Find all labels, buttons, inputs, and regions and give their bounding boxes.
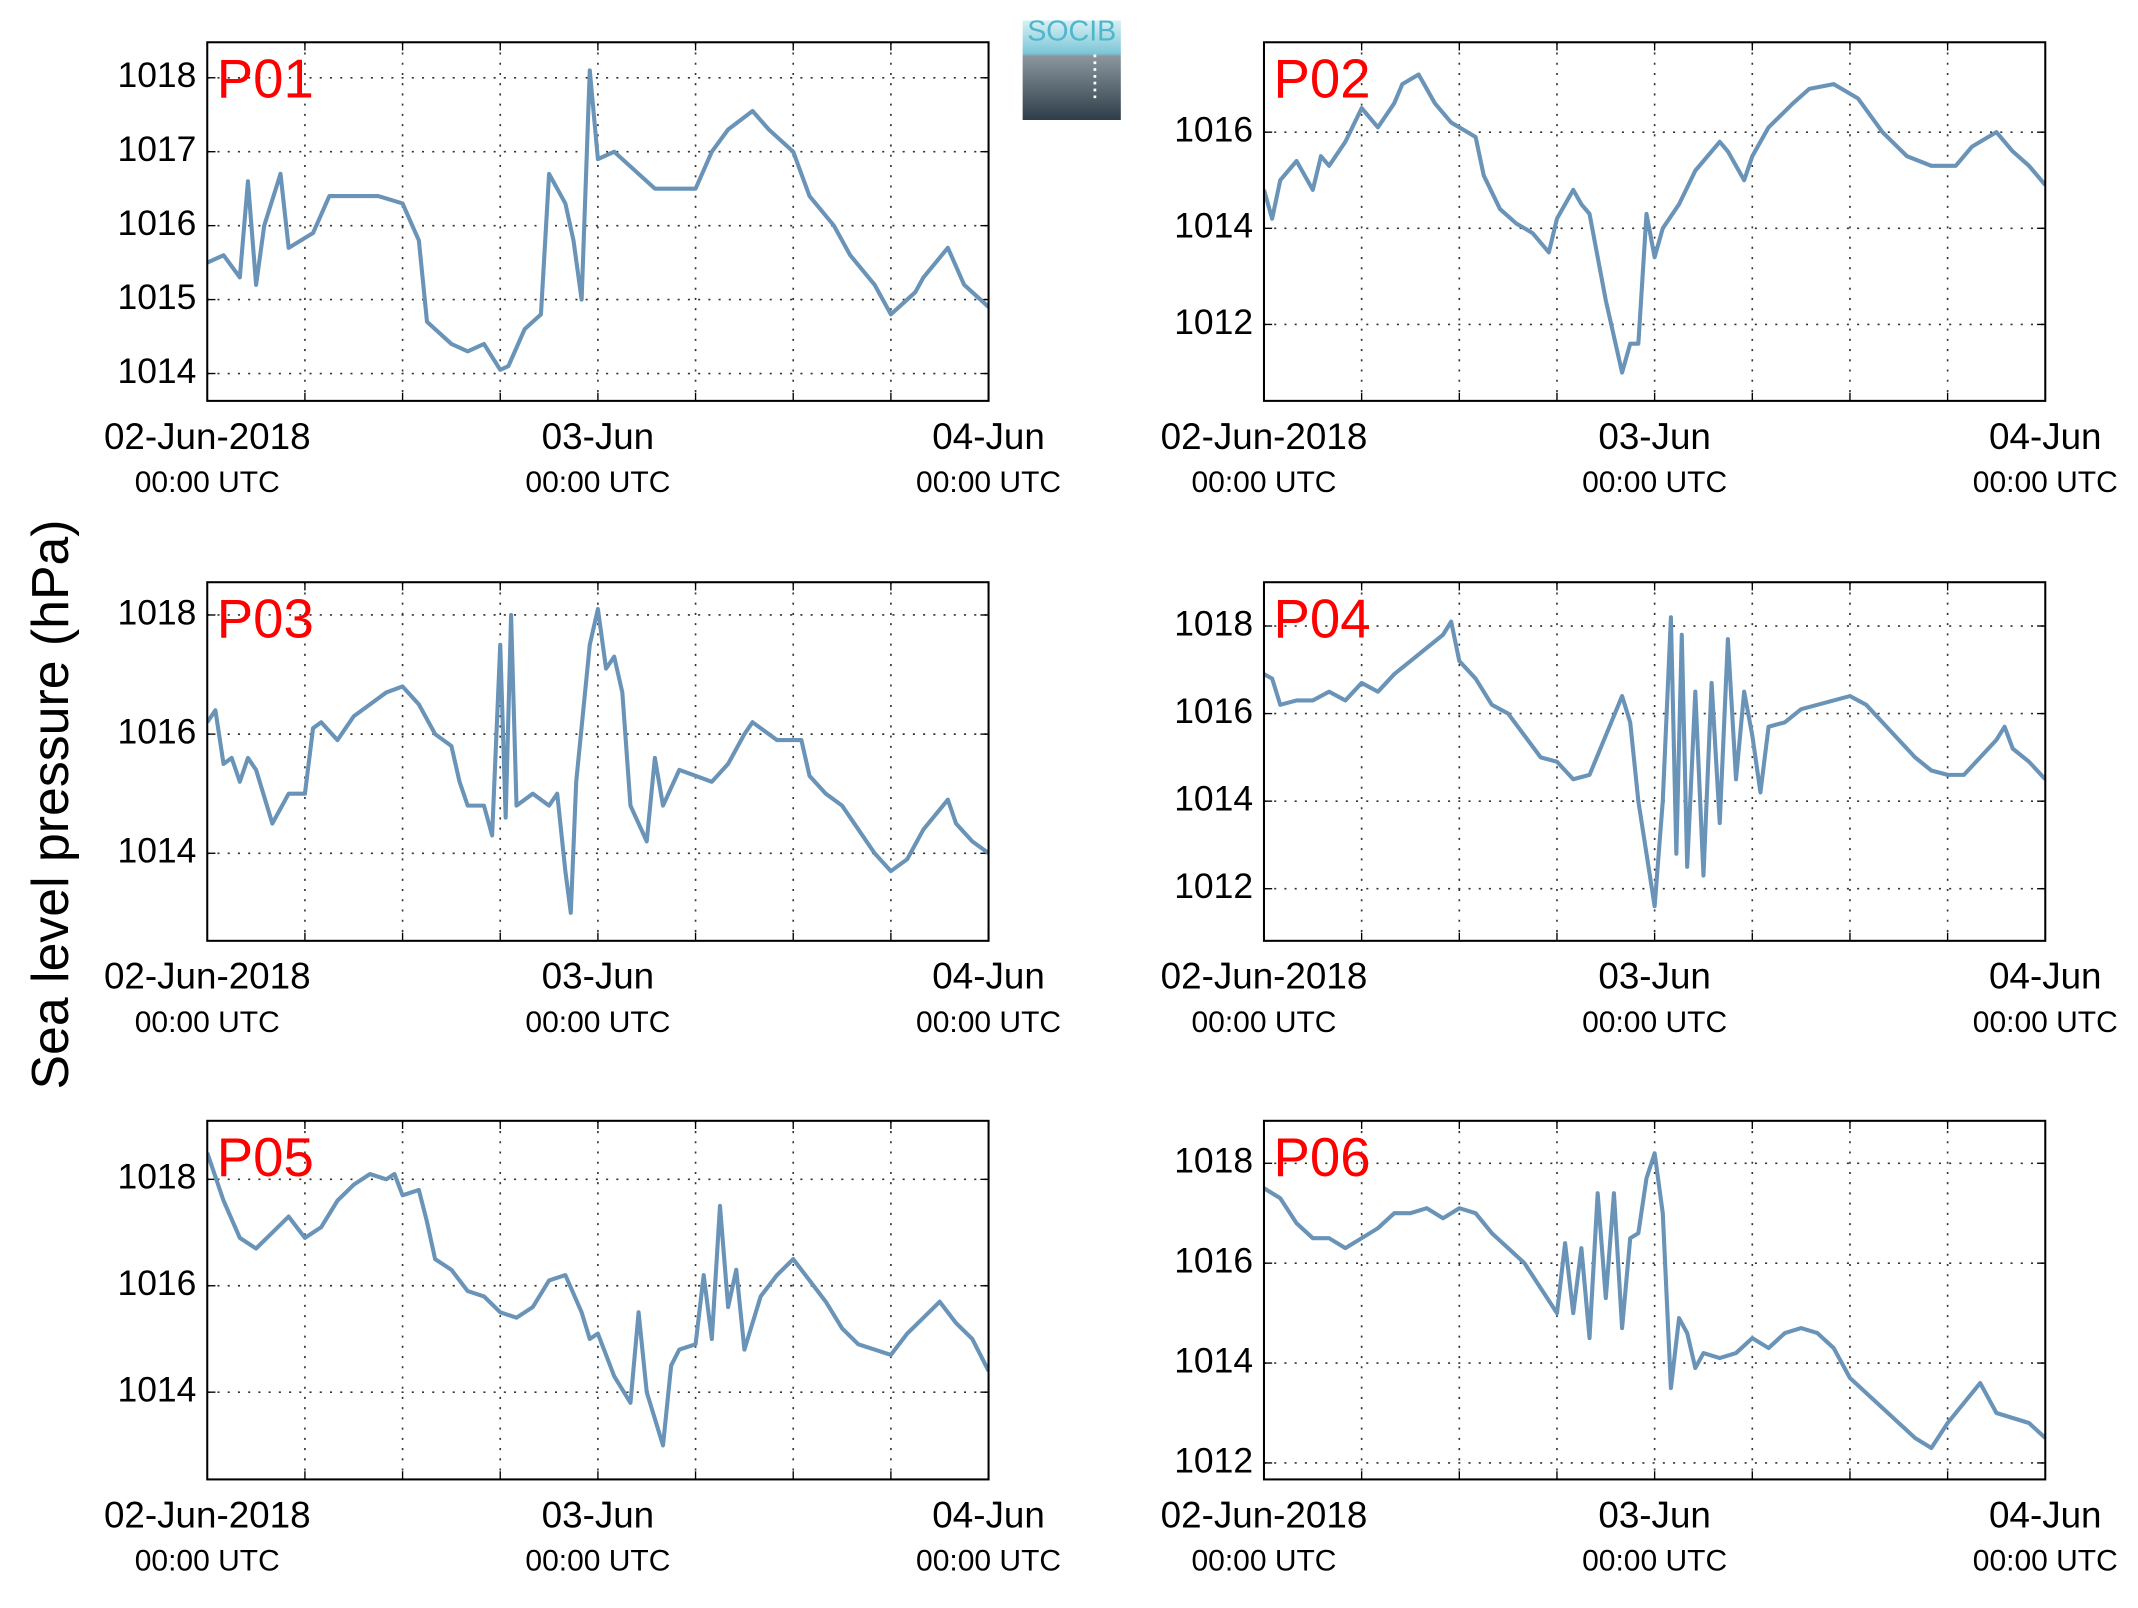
x-tick-sublabel: 00:00 UTC (1191, 1006, 1336, 1039)
data-line (1263, 1151, 2046, 1450)
y-tick-label: 1014 (1174, 1340, 1253, 1380)
panel: 02-Jun-2018 00:00 UTC 03-Jun 00:00 UTC 04-Ju… (1161, 41, 2118, 499)
x-tick-label: 02-Jun-2018 (1161, 1494, 1368, 1535)
y-tick-label: 1016 (1174, 691, 1253, 731)
y-tick-label: 1018 (1174, 603, 1253, 643)
x-tick-sublabel: 00:00 UTC (1973, 466, 2118, 499)
y-tick-label: 1016 (118, 203, 197, 243)
data-line (207, 606, 989, 915)
panel-title: P01 (217, 49, 314, 110)
x-tick-sublabel: 00:00 UTC (916, 1006, 1061, 1039)
y-tick-label: 1018 (118, 592, 197, 632)
plot-frame (206, 1119, 990, 1481)
x-tick-label: 03-Jun (1598, 956, 1711, 997)
data-line (1263, 615, 2046, 909)
x-tick-label: 04-Jun (932, 416, 1045, 457)
panel-title: P04 (1274, 589, 1371, 650)
logo-badge (1022, 20, 1121, 120)
data-line (207, 1152, 989, 1448)
x-tick-label: 02-Jun-2018 (104, 956, 311, 997)
x-tick-sublabel: 00:00 UTC (1973, 1545, 2118, 1578)
plot-frame (1262, 581, 2047, 942)
plot-frame (206, 581, 990, 942)
plot-area (1263, 1120, 2046, 1480)
y-tick-label: 1014 (118, 351, 197, 391)
plot-frame (1262, 1119, 2047, 1481)
plot-area (207, 1120, 989, 1480)
data-line (207, 68, 989, 372)
x-tick-label: 02-Jun-2018 (1161, 956, 1368, 997)
logo: SOCIB (1022, 15, 1121, 120)
panel: 02-Jun-2018 00:00 UTC 03-Jun 00:00 UTC 04-Ju… (104, 1119, 1061, 1578)
x-tick-sublabel: 00:00 UTC (1191, 1545, 1336, 1578)
y-tick-label: 1016 (1174, 110, 1253, 150)
x-tick-sublabel: 00:00 UTC (1191, 466, 1336, 499)
y-tick-label: 1016 (118, 1263, 197, 1303)
x-tick-sublabel: 00:00 UTC (525, 466, 670, 499)
y-tick-label: 1012 (1174, 302, 1253, 342)
logo-text: SOCIB (1027, 15, 1116, 47)
y-tick-label: 1016 (118, 711, 197, 751)
x-tick-label: 03-Jun (542, 416, 655, 457)
x-tick-sublabel: 00:00 UTC (916, 1545, 1061, 1578)
panel-title: P06 (1274, 1127, 1371, 1188)
data-line (1263, 72, 2046, 375)
x-tick-sublabel: 00:00 UTC (1582, 466, 1727, 499)
y-tick-label: 1018 (1174, 1141, 1253, 1181)
panel: 02-Jun-2018 00:00 UTC 03-Jun 00:00 UTC 04-Ju… (1161, 1119, 2118, 1578)
plot-area (207, 582, 989, 941)
y-tick-label: 1014 (118, 1370, 197, 1410)
y-tick-label: 1016 (1174, 1241, 1253, 1281)
panel: 02-Jun-2018 00:00 UTC 03-Jun 00:00 UTC 04-Ju… (104, 581, 1061, 1039)
x-tick-label: 02-Jun-2018 (104, 416, 311, 457)
y-tick-label: 1014 (1174, 779, 1253, 819)
y-axis-label: Sea level pressure (hPa) (21, 519, 79, 1089)
series (207, 606, 989, 915)
series (1263, 1151, 2046, 1450)
y-tick-label: 1018 (118, 1157, 197, 1197)
x-tick-sublabel: 00:00 UTC (525, 1006, 670, 1039)
x-tick-sublabel: 00:00 UTC (916, 466, 1061, 499)
x-tick-label: 04-Jun (932, 1494, 1045, 1535)
x-tick-sublabel: 00:00 UTC (135, 1006, 280, 1039)
x-tick-label: 03-Jun (542, 1494, 655, 1535)
x-tick-label: 04-Jun (1989, 416, 2102, 457)
panel: 02-Jun-2018 00:00 UTC 03-Jun 00:00 UTC 04-Ju… (1161, 581, 2118, 1039)
y-tick-label: 1014 (118, 831, 197, 871)
series (207, 68, 989, 372)
x-tick-label: 02-Jun-2018 (1161, 416, 1368, 457)
x-tick-label: 04-Jun (1989, 956, 2102, 997)
x-tick-label: 03-Jun (1598, 416, 1711, 457)
x-tick-sublabel: 00:00 UTC (1582, 1006, 1727, 1039)
y-tick-label: 1012 (1174, 1440, 1253, 1480)
x-tick-sublabel: 00:00 UTC (1582, 1545, 1727, 1578)
plot-frame (206, 41, 990, 402)
y-tick-label: 1018 (118, 55, 197, 95)
series (1263, 615, 2046, 909)
y-tick-label: 1017 (118, 129, 197, 169)
x-tick-label: 03-Jun (1598, 1494, 1711, 1535)
plot-area (207, 42, 989, 401)
x-tick-sublabel: 00:00 UTC (525, 1545, 670, 1578)
plot-frame (1262, 41, 2047, 402)
x-tick-sublabel: 00:00 UTC (1973, 1006, 2118, 1039)
panel-title: P03 (217, 589, 314, 650)
y-tick-label: 1012 (1174, 866, 1253, 906)
series (1263, 72, 2046, 375)
x-tick-sublabel: 00:00 UTC (135, 1545, 280, 1578)
y-tick-label: 1014 (1174, 206, 1253, 246)
panel-title: P05 (217, 1127, 314, 1188)
panel-title: P02 (1274, 49, 1371, 110)
plot-area (1263, 42, 2046, 401)
y-tick-label: 1015 (118, 277, 197, 317)
x-tick-sublabel: 00:00 UTC (135, 466, 280, 499)
x-tick-label: 04-Jun (1989, 1494, 2102, 1535)
x-tick-label: 04-Jun (932, 956, 1045, 997)
x-tick-label: 02-Jun-2018 (104, 1494, 311, 1535)
series (207, 1152, 989, 1448)
panel: 02-Jun-2018 00:00 UTC 03-Jun 00:00 UTC 04-Ju… (104, 41, 1061, 499)
x-tick-label: 03-Jun (542, 956, 655, 997)
